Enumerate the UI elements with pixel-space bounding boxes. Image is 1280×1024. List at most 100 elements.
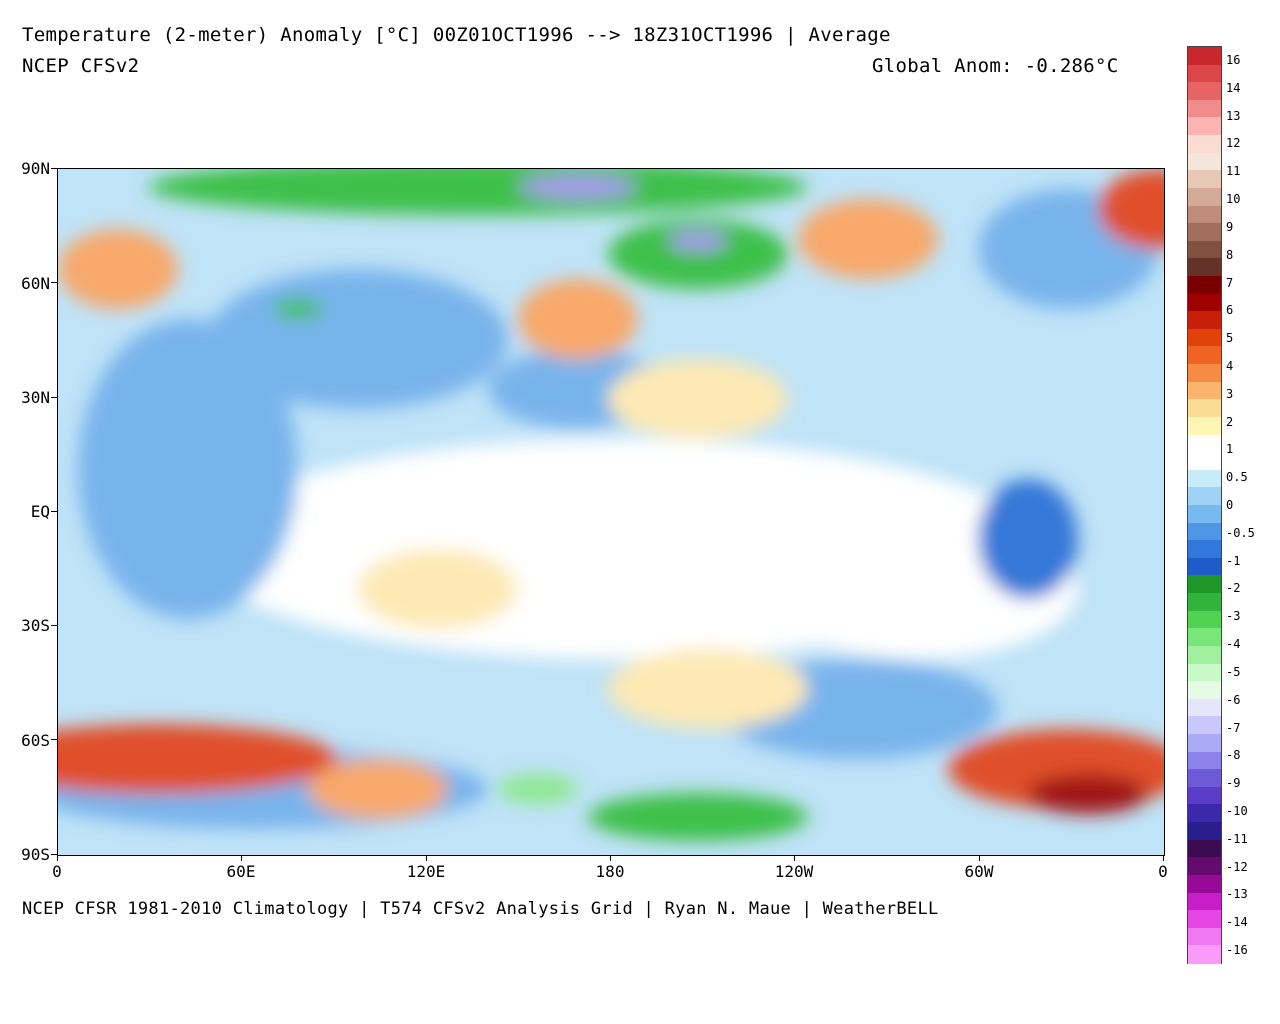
colorbar-label: -9 — [1226, 776, 1241, 791]
colorbar-swatch — [1188, 469, 1221, 488]
europe-warm — [58, 229, 178, 309]
colorbar-label: -16 — [1226, 943, 1248, 957]
colorbar-label: 9 — [1226, 219, 1234, 234]
colorbar-label: -12 — [1226, 859, 1248, 874]
lon-tick — [241, 855, 242, 861]
weddell-sea-warm-core — [1028, 774, 1148, 814]
colorbar-swatch — [1188, 258, 1221, 277]
lon-label-60w: 60W — [964, 862, 994, 881]
colorbar-swatch — [1188, 575, 1221, 594]
colorbar-label: -2 — [1226, 581, 1241, 596]
colorbar-label: 12 — [1226, 136, 1241, 151]
lat-label-90s: 90S — [21, 845, 50, 864]
colorbar — [1187, 46, 1222, 964]
colorbar-label: -1 — [1226, 553, 1241, 568]
lon-tick — [794, 855, 795, 861]
colorbar-swatch — [1188, 311, 1221, 330]
lat-label-30n: 30N — [21, 388, 50, 407]
nw-pacific-warm — [518, 279, 638, 359]
colorbar-label: 8 — [1226, 247, 1234, 262]
colorbar-swatch — [1188, 187, 1221, 207]
lat-tick — [51, 168, 57, 169]
colorbar-label: 14 — [1226, 80, 1241, 95]
colorbar-label: 4 — [1226, 358, 1234, 373]
siberia-cold-patch — [273, 299, 323, 319]
colorbar-label: 13 — [1226, 108, 1241, 123]
colorbar-swatch — [1188, 117, 1221, 136]
colorbar-swatch — [1188, 293, 1221, 312]
colorbar-label: -7 — [1226, 720, 1241, 735]
colorbar-label: 0 — [1226, 498, 1234, 512]
south-america-cool — [978, 479, 1078, 599]
lon-label-180: 180 — [595, 862, 625, 881]
colorbar-swatch — [1188, 786, 1221, 806]
lat-label-eq: EQ — [30, 502, 50, 521]
colorbar-swatch — [1188, 927, 1221, 946]
colorbar-swatch — [1188, 522, 1221, 541]
colorbar-label: 10 — [1226, 192, 1241, 207]
lat-tick — [51, 739, 57, 740]
colorbar-swatch — [1188, 364, 1221, 383]
alaska-coldest — [668, 231, 728, 251]
anomaly-field — [58, 169, 1164, 855]
colorbar-swatch — [1188, 205, 1221, 224]
colorbar-label: -11 — [1226, 831, 1248, 846]
indian-ocean-warm — [358, 549, 518, 629]
colorbar-swatch — [1188, 892, 1221, 911]
arctic-coldest — [518, 175, 638, 199]
colorbar-label: -6 — [1226, 692, 1241, 707]
lon-tick — [57, 855, 58, 861]
footer-credits: NCEP CFSR 1981-2010 Climatology | T574 C… — [22, 899, 939, 919]
colorbar-swatch — [1188, 839, 1221, 858]
lon-tick — [979, 855, 980, 861]
colorbar-swatch — [1188, 734, 1221, 753]
colorbar-swatch — [1188, 822, 1221, 841]
colorbar-label: 0.5 — [1226, 470, 1248, 485]
colorbar-label: -4 — [1226, 637, 1241, 652]
north-pacific-warm — [608, 359, 788, 439]
colorbar-swatch — [1188, 804, 1221, 823]
colorbar-swatch — [1188, 487, 1221, 506]
colorbar-swatch — [1188, 170, 1221, 189]
colorbar-label: -3 — [1226, 609, 1241, 624]
colorbar-swatch — [1188, 434, 1221, 453]
ross-cold — [498, 774, 578, 804]
lat-label-90n: 90N — [21, 159, 50, 178]
lon-label-120w: 120W — [774, 862, 814, 881]
asia-cool — [208, 269, 508, 409]
colorbar-swatch — [1188, 628, 1221, 647]
colorbar-swatch — [1188, 645, 1221, 665]
lat-label-60n: 60N — [21, 274, 50, 293]
colorbar-label: 2 — [1226, 414, 1234, 429]
colorbar-label: 16 — [1226, 53, 1241, 67]
arctic-cold-band — [148, 169, 808, 215]
anomaly-map — [57, 168, 1165, 856]
lat-tick — [51, 397, 57, 398]
lat-label-30s: 30S — [21, 616, 50, 635]
colorbar-label: 1 — [1226, 442, 1234, 457]
alaska-cold — [608, 219, 788, 289]
colorbar-swatch — [1188, 328, 1221, 348]
colorbar-swatch — [1188, 47, 1221, 66]
colorbar-swatch — [1188, 505, 1221, 524]
colorbar-label: -14 — [1226, 915, 1248, 930]
south-pacific-warm — [608, 649, 808, 729]
colorbar-swatch — [1188, 910, 1221, 929]
colorbar-swatch — [1188, 381, 1221, 400]
lat-tick — [51, 282, 57, 283]
southern-ocean-warm-west — [58, 724, 338, 794]
africa-europe-cool — [78, 319, 298, 619]
colorbar-swatch — [1188, 698, 1221, 717]
lon-label-60e: 60E — [226, 862, 256, 881]
lat-label-60s: 60S — [21, 731, 50, 750]
lon-tick — [1163, 855, 1164, 861]
lon-tick — [426, 855, 427, 861]
lat-tick — [51, 854, 57, 855]
colorbar-label: 3 — [1226, 386, 1234, 401]
colorbar-swatch — [1188, 82, 1221, 101]
antarctica-cold — [588, 793, 808, 841]
colorbar-swatch — [1188, 135, 1221, 154]
colorbar-swatch — [1188, 593, 1221, 612]
colorbar-swatch — [1188, 540, 1221, 559]
colorbar-swatch — [1188, 223, 1221, 242]
